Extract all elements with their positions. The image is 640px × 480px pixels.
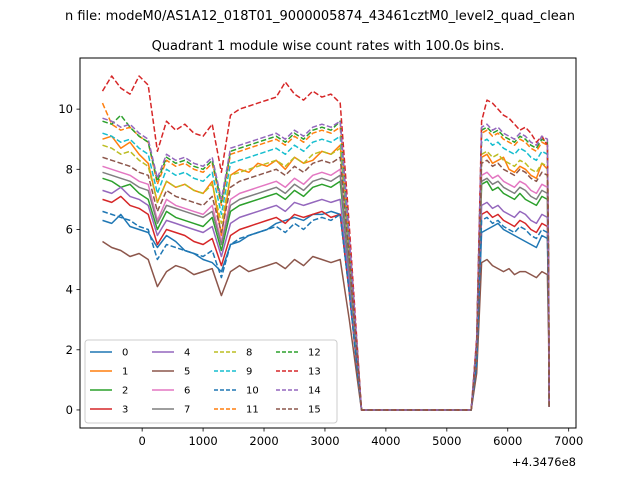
- y-tick-label: 6: [66, 222, 73, 236]
- series-line-12: [102, 114, 550, 411]
- legend-label-9: 9: [246, 367, 252, 378]
- plot-frame: [79, 57, 577, 429]
- x-tick-label: 1000: [188, 434, 217, 448]
- x-tick-label: 3000: [310, 434, 339, 448]
- series-line-9: [102, 132, 550, 411]
- y-tick-label: 4: [66, 283, 73, 297]
- x-axis-offset-label: +4.3476e8: [512, 455, 576, 469]
- series-line-15: [102, 156, 550, 411]
- legend-label-0: 0: [122, 348, 128, 359]
- series-line-0: [102, 210, 550, 411]
- legend-label-11: 11: [246, 405, 259, 416]
- legend-label-1: 1: [122, 367, 128, 378]
- series-line-10: [102, 210, 550, 411]
- y-tick-label: 10: [58, 102, 73, 116]
- series-line-5: [102, 240, 550, 411]
- x-tick-label: 4000: [371, 434, 400, 448]
- y-tick-label: 0: [66, 403, 73, 417]
- legend-label-3: 3: [122, 405, 128, 416]
- x-tick-label: 6000: [493, 434, 522, 448]
- legend-label-8: 8: [246, 348, 252, 359]
- series-line-7: [102, 171, 550, 411]
- series-line-3: [102, 195, 550, 411]
- legend-label-13: 13: [308, 367, 321, 378]
- x-axis: 0 1000 2000 3000 4000 5000 6000 7000: [138, 428, 583, 448]
- legend-label-7: 7: [184, 405, 190, 416]
- legend-label-12: 12: [308, 348, 321, 359]
- y-tick-label: 8: [66, 162, 73, 176]
- legend-label-6: 6: [184, 386, 190, 397]
- x-tick-label: 7000: [554, 434, 583, 448]
- series-line-2: [102, 177, 550, 411]
- series-line-6: [102, 165, 550, 411]
- legend-label-4: 4: [184, 348, 190, 359]
- legend-label-10: 10: [246, 386, 259, 397]
- legend-label-5: 5: [184, 367, 190, 378]
- series-line-14: [102, 117, 550, 411]
- y-axis: 0 2 4 6 8 10: [58, 102, 80, 417]
- y-tick-label: 2: [66, 343, 73, 357]
- legend-label-2: 2: [122, 386, 128, 397]
- series-line-13: [101, 75, 550, 411]
- x-tick-label: 5000: [432, 434, 461, 448]
- legend-label-14: 14: [308, 386, 321, 397]
- chart-title: Quadrant 1 module wise count rates with …: [152, 39, 505, 54]
- legend-box: [84, 339, 338, 424]
- chart-suptitle: n file: modeM0/AS1A12_018T01_9000005874_…: [65, 9, 575, 24]
- x-tick-label: 2000: [249, 434, 278, 448]
- x-tick-label: 0: [138, 434, 145, 448]
- series-line-4: [102, 186, 550, 411]
- series-line-11: [101, 102, 550, 411]
- plot-area: [101, 75, 550, 411]
- legend-label-15: 15: [308, 405, 321, 416]
- series-line-8: [102, 144, 550, 411]
